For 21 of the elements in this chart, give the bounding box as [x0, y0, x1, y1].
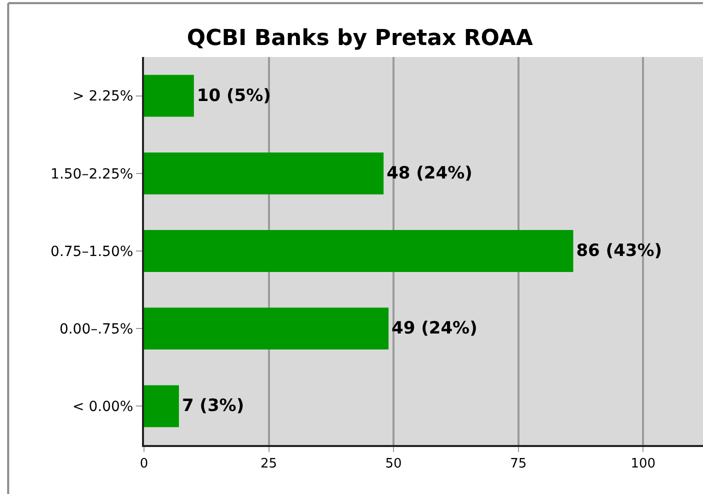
x-tick-label: 0	[140, 456, 148, 472]
data-label: 49 (24%)	[392, 318, 478, 339]
data-label: 48 (24%)	[386, 163, 472, 184]
chart-title: QCBI Banks by Pretax ROAA	[186, 26, 533, 51]
y-tick-label: 0.75–1.50%	[50, 244, 134, 260]
data-label: 7 (3%)	[182, 396, 244, 416]
y-tick-label: 0.00–.75%	[59, 322, 134, 338]
y-tick-label: 1.50–2.25%	[50, 166, 134, 182]
data-label: 86 (43%)	[576, 241, 662, 261]
bar	[144, 385, 179, 428]
data-label: 10 (5%)	[196, 86, 271, 106]
bar	[144, 152, 384, 194]
y-tick-label: < 0.00%	[72, 399, 134, 416]
x-tick-label: 100	[630, 456, 656, 472]
bar	[144, 308, 389, 350]
y-tick-label: > 2.25%	[72, 88, 134, 105]
x-tick-label: 75	[510, 456, 527, 472]
x-tick-label: 25	[260, 456, 278, 472]
x-tick-label: 50	[385, 456, 402, 472]
bar	[144, 74, 194, 117]
bar	[144, 230, 574, 272]
